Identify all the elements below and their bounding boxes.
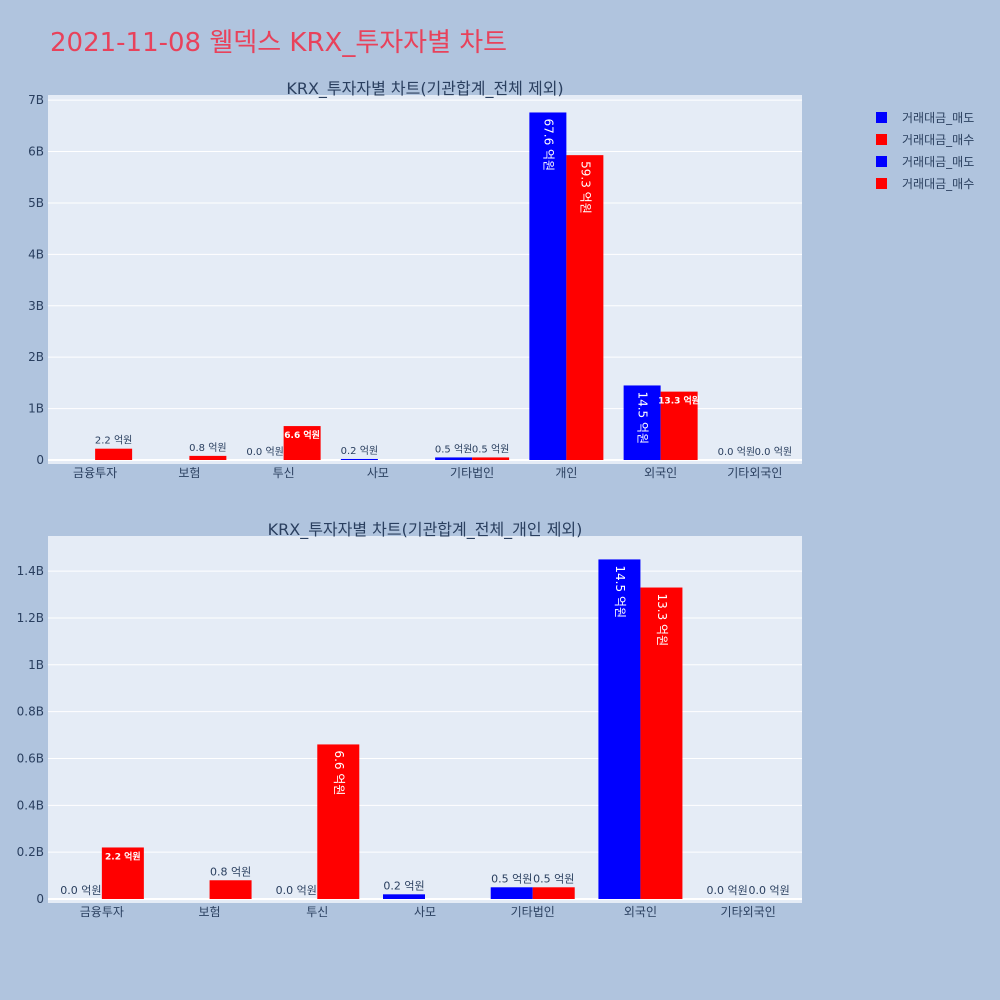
bar: [529, 112, 567, 460]
x-tick-label: 기타법인: [450, 466, 494, 480]
legend-item[interactable]: 거래대금_매수: [876, 172, 974, 194]
bar-value-label: 13.3 억원: [658, 395, 700, 407]
y-tick-label: 4B: [28, 247, 44, 261]
bar: [283, 426, 321, 460]
legend-label: 거래대금_매도: [902, 154, 975, 169]
x-tick-label: 개인: [555, 466, 577, 480]
y-tick-label: 0.8B: [17, 705, 44, 719]
y-tick-label: 7B: [28, 93, 44, 107]
bar-value-label: 0.2 억원: [341, 445, 378, 457]
y-tick-label: 1B: [28, 402, 44, 416]
x-tick-label: 기타외국인: [721, 905, 776, 919]
bar: [189, 455, 227, 460]
bar: [660, 391, 698, 460]
legend-swatch: [876, 133, 887, 145]
bar-value-label: 0.0 억원: [749, 884, 790, 897]
x-tick-label: 사모: [367, 466, 389, 480]
y-tick-label: 2B: [28, 350, 44, 364]
bar-value-label: 14.5 억원: [636, 391, 650, 444]
x-tick-label: 기타법인: [511, 905, 555, 919]
bar: [490, 887, 533, 899]
bar-value-label: 14.5 억원: [613, 565, 627, 618]
legend-swatch: [876, 177, 887, 189]
bar-value-label: 6.6 억원: [332, 750, 346, 795]
bar-value-label: 0.2 억원: [383, 879, 424, 892]
chart-panel-2: 0 0.2B 0.4B 0.6B 0.8B 1B 1.2B 1.4B KRX_투자자별 차트(기…: [17, 520, 802, 919]
page-title: 2021-11-08 웰덱스 KRX_투자자별 차트: [50, 28, 508, 58]
legend-label: 거래대금_매수: [902, 132, 975, 147]
plot-area: [48, 536, 802, 903]
bar: [95, 448, 133, 460]
legend-label: 거래대금_매도: [902, 110, 975, 125]
x-tick-label: 투신: [273, 466, 295, 480]
chart-panel-1: 0 1B 2B 3B 4B 5B 6B 7B KRX_투자자별 차트(기관합계_전체 제외) 금융…: [28, 79, 802, 480]
bar-value-label: 0.0 억원: [718, 446, 755, 458]
y-tick-label: 6B: [28, 145, 44, 159]
bar-value-label: 0.0 억원: [60, 884, 101, 897]
x-tick-label: 금융투자: [80, 905, 124, 919]
bar: [383, 894, 425, 899]
bar: [532, 887, 575, 899]
legend-swatch: [876, 111, 887, 123]
bar: [101, 847, 144, 899]
bar-value-label: 6.6 억원: [284, 429, 320, 441]
bar: [598, 559, 641, 899]
x-tick-label: 보험: [199, 905, 221, 919]
bar-value-label: 0.8 억원: [210, 865, 251, 878]
bar-value-label: 0.0 억원: [246, 446, 283, 458]
legend-swatch: [876, 155, 887, 167]
bar: [340, 458, 378, 460]
y-tick-label: 5B: [28, 196, 44, 210]
bar-value-label: 13.3 억원: [655, 594, 669, 647]
x-tick-label: 사모: [414, 905, 436, 919]
bar-value-label: 0.8 억원: [189, 442, 226, 454]
bar: [472, 457, 510, 460]
y-tick-label: 0.6B: [17, 751, 44, 765]
bar: [640, 587, 683, 899]
bar-value-label: 0.5 억원: [472, 443, 509, 455]
x-tick-label: 투신: [306, 905, 328, 919]
y-tick-label: 1B: [28, 658, 44, 672]
bar: [566, 155, 604, 460]
legend[interactable]: 거래대금_매도 거래대금_매수 거래대금_매도 거래대금_매수: [876, 106, 974, 194]
bar: [623, 385, 661, 460]
legend-label: 거래대금_매수: [902, 176, 975, 191]
legend-item[interactable]: 거래대금_매도: [876, 106, 974, 128]
bar: [209, 880, 252, 899]
bar: [435, 457, 473, 460]
y-tick-label: 1.2B: [17, 611, 44, 625]
chart-title: KRX_투자자별 차트(기관합계_전체_개인 제외): [268, 520, 583, 540]
bar-value-label: 0.5 억원: [435, 443, 472, 455]
y-tick-label: 0: [36, 892, 44, 906]
y-tick-label: 1.4B: [17, 564, 44, 578]
legend-item[interactable]: 거래대금_매수: [876, 128, 974, 150]
bar: [317, 744, 360, 899]
x-tick-label: 보험: [178, 466, 200, 480]
bar-value-label: 0.5 억원: [533, 872, 574, 885]
bar-value-label: 0.0 억원: [276, 884, 317, 897]
y-tick-label: 0.4B: [17, 798, 44, 812]
x-tick-label: 기타외국인: [727, 466, 782, 480]
bar-value-label: 67.6 억원: [541, 118, 555, 171]
bar-value-label: 59.3 억원: [578, 161, 592, 214]
chart-title: KRX_투자자별 차트(기관합계_전체 제외): [286, 79, 563, 99]
y-tick-label: 3B: [28, 299, 44, 313]
legend-item[interactable]: 거래대금_매도: [876, 150, 974, 172]
bar-value-label: 2.2 억원: [95, 435, 132, 447]
x-tick-label: 금융투자: [73, 466, 117, 480]
y-tick-label: 0: [36, 453, 44, 467]
x-tick-label: 외국인: [624, 905, 657, 919]
bar-value-label: 2.2 억원: [105, 850, 141, 862]
bar-value-label: 0.5 억원: [491, 872, 532, 885]
x-tick-label: 외국인: [644, 466, 677, 480]
y-tick-label: 0.2B: [17, 845, 44, 859]
bar-value-label: 0.0 억원: [755, 446, 792, 458]
bar-value-label: 0.0 억원: [707, 884, 748, 897]
